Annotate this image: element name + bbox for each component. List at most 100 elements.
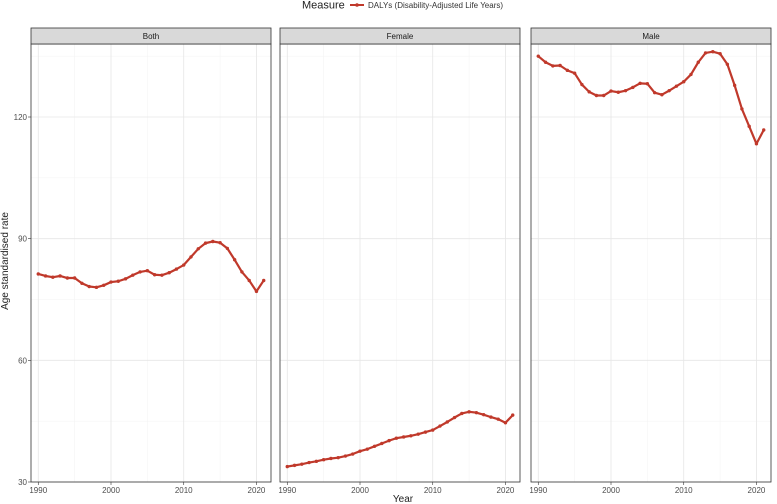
data-point <box>474 410 479 415</box>
data-point <box>343 454 348 458</box>
data-point <box>262 278 266 283</box>
data-point <box>203 241 208 245</box>
data-point <box>409 434 413 438</box>
data-point <box>460 411 464 416</box>
data-point <box>240 270 244 274</box>
data-point <box>423 430 428 434</box>
data-point <box>365 447 369 451</box>
data-point <box>740 107 744 111</box>
x-tick-label: 2010 <box>675 486 693 495</box>
data-point <box>747 124 751 129</box>
panel-background <box>531 44 771 482</box>
data-point <box>43 274 48 278</box>
data-point <box>145 269 150 273</box>
data-point <box>189 255 193 259</box>
data-point <box>394 436 399 440</box>
data-point <box>72 276 77 280</box>
data-point <box>36 272 40 276</box>
data-point <box>380 441 384 446</box>
data-point <box>211 239 215 244</box>
data-point <box>174 267 179 271</box>
data-point <box>732 83 737 88</box>
x-tick-label: 2010 <box>175 486 193 495</box>
data-point <box>623 88 628 93</box>
data-point <box>594 93 599 98</box>
data-point <box>696 60 700 64</box>
y-tick-label: 60 <box>18 356 27 365</box>
y-tick-label: 90 <box>18 235 27 244</box>
data-point <box>254 289 259 294</box>
data-point <box>551 64 555 68</box>
x-tick-label: 2020 <box>497 486 515 495</box>
x-tick-label: 2020 <box>248 486 266 495</box>
data-point <box>762 128 766 132</box>
facet-strip <box>530 27 772 45</box>
data-point <box>660 92 664 97</box>
data-point <box>503 421 508 425</box>
data-point <box>51 275 55 279</box>
facet-panel-both: Both <box>30 27 272 483</box>
data-point <box>652 90 657 95</box>
x-tick-label: 2010 <box>424 486 442 495</box>
data-point <box>329 456 333 461</box>
data-point <box>138 270 142 274</box>
data-point <box>87 284 91 289</box>
legend-title: Measure <box>302 0 345 12</box>
data-point <box>481 412 486 417</box>
data-point <box>167 271 171 275</box>
x-tick-label: 2000 <box>102 486 120 495</box>
data-point <box>565 68 570 73</box>
data-point <box>401 435 406 439</box>
data-point <box>725 62 730 66</box>
x-tick-label: 1990 <box>29 486 47 495</box>
facet-panel-male: Male <box>530 27 772 483</box>
data-point <box>543 60 548 64</box>
data-point <box>300 462 304 466</box>
data-point <box>182 263 186 267</box>
facet-strip-label: Both <box>143 32 159 41</box>
data-point <box>616 90 620 94</box>
data-point <box>431 428 435 432</box>
data-point <box>358 449 362 453</box>
data-point <box>572 71 577 75</box>
data-point <box>602 93 606 98</box>
legend-key-point <box>355 3 359 7</box>
data-point <box>123 277 128 281</box>
data-point <box>152 273 157 277</box>
data-point <box>351 452 355 456</box>
x-axis-title: Year <box>393 494 414 504</box>
data-point <box>674 84 679 88</box>
facet-panel-female: Female <box>279 27 521 483</box>
y-axis-title: Age standardised rate <box>0 212 11 310</box>
data-point <box>452 415 457 420</box>
data-point <box>307 460 311 465</box>
data-point <box>489 415 493 419</box>
facet-strip-label: Male <box>642 32 660 41</box>
data-point <box>314 459 319 464</box>
data-point <box>372 444 377 449</box>
data-point <box>247 278 251 283</box>
data-point <box>65 276 70 280</box>
data-point <box>536 54 540 58</box>
data-point <box>609 89 613 93</box>
data-point <box>703 51 708 55</box>
data-point <box>467 410 471 414</box>
data-point <box>80 281 84 285</box>
facet-strip <box>279 27 521 45</box>
data-point <box>754 142 759 146</box>
y-tick-label: 30 <box>18 478 27 487</box>
legend-label: DALYs (Disability-Adjusted Life Years) <box>368 1 503 10</box>
legend: Measure DALYs (Disability-Adjusted Life … <box>302 0 503 12</box>
data-point <box>102 283 106 288</box>
x-tick-label: 1990 <box>529 486 547 495</box>
x-tick-label: 2000 <box>351 486 369 495</box>
data-point <box>638 81 642 86</box>
data-point <box>94 285 99 290</box>
data-point <box>321 457 326 462</box>
panel-background <box>31 44 271 482</box>
data-point <box>292 463 297 468</box>
data-point <box>667 88 671 93</box>
data-point <box>511 413 515 417</box>
data-point <box>445 420 449 424</box>
